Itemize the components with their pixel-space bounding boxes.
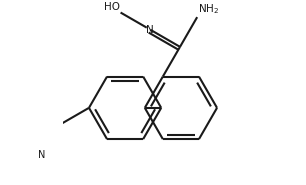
Text: N: N	[39, 150, 46, 160]
Text: HO: HO	[104, 2, 120, 12]
Text: N: N	[146, 25, 154, 35]
Text: NH$_2$: NH$_2$	[198, 3, 219, 16]
